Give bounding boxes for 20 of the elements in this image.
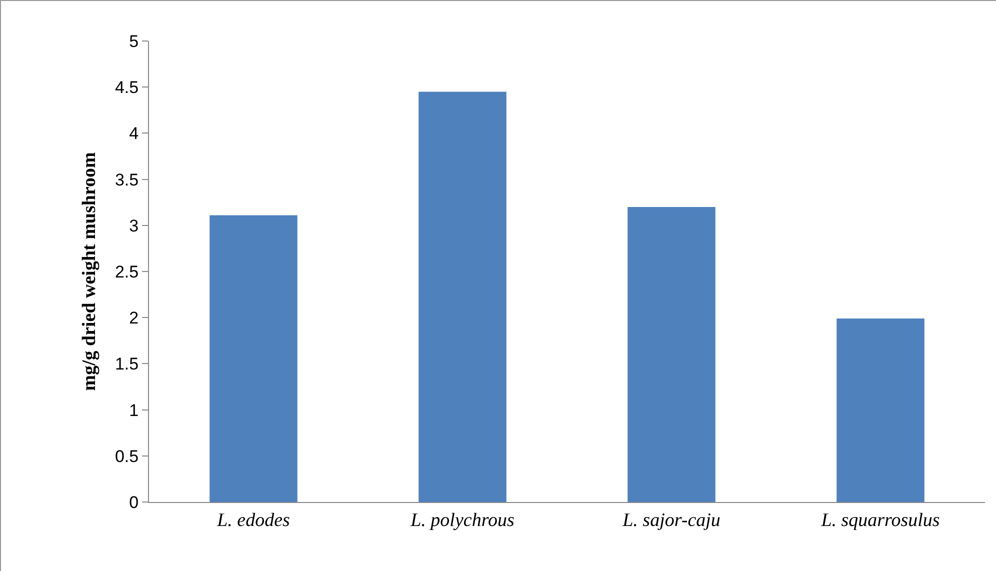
y-tick-label: 0 <box>129 492 139 512</box>
x-tick-label: L. squarrosulus <box>820 510 940 531</box>
y-tick-label: 4 <box>129 124 139 144</box>
y-tick-label: 3 <box>129 216 139 236</box>
x-tick-label: L. polychrous <box>410 510 514 531</box>
bar <box>418 92 506 502</box>
bar <box>210 215 298 502</box>
y-tick-label: 0.5 <box>114 446 139 466</box>
x-tick-label: L. edodes <box>216 510 290 531</box>
bar <box>628 206 716 502</box>
y-tick-label: 1.5 <box>114 354 139 374</box>
x-tick-label: L. sajor-caju <box>622 510 720 531</box>
y-tick-label: 4.5 <box>114 78 139 98</box>
y-tick-label: 3.5 <box>114 170 139 190</box>
y-tick-label: 5 <box>129 32 139 51</box>
y-axis-title: mg/g dried weight mushroom <box>78 152 100 391</box>
bar <box>836 318 924 502</box>
y-tick-label: 2.5 <box>114 262 139 282</box>
y-tick-label: 2 <box>129 308 139 328</box>
y-tick-label: 1 <box>129 400 139 420</box>
